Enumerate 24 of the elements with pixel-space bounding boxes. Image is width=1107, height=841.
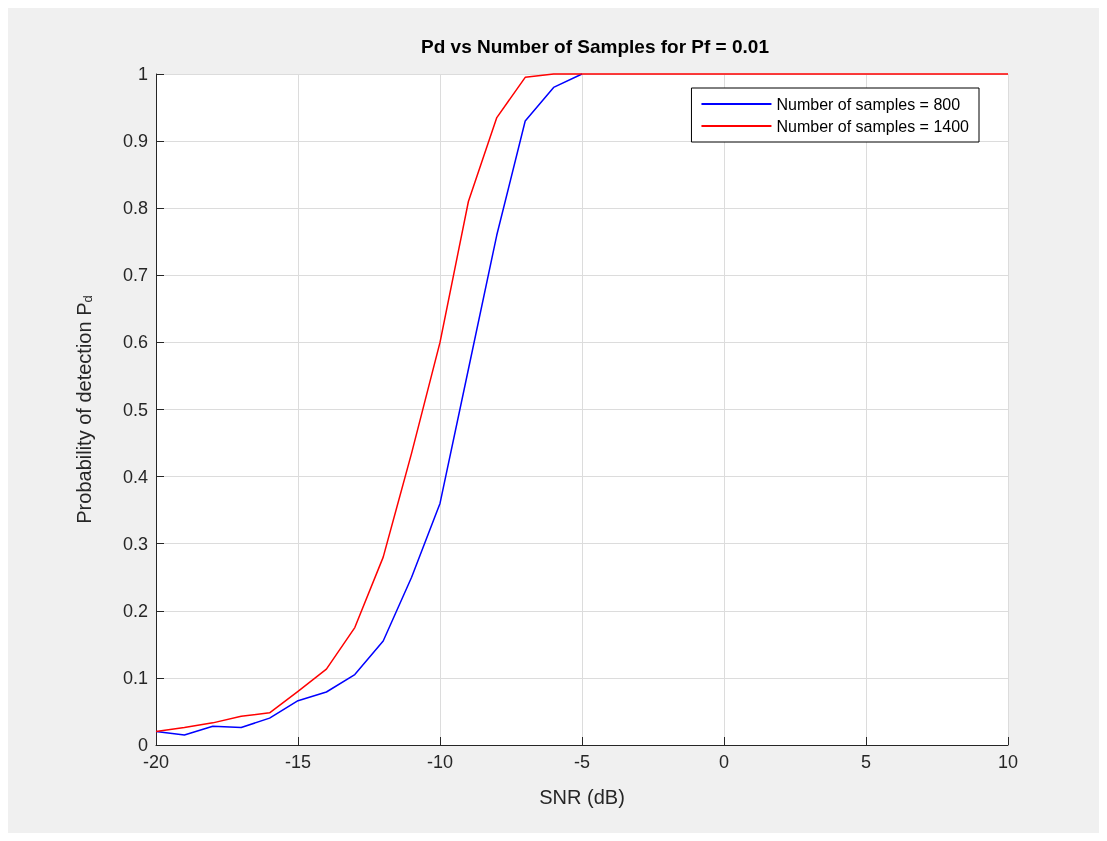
chart-title: Pd vs Number of Samples for Pf = 0.01 (421, 36, 770, 57)
y-tick-label: 1 (137, 64, 148, 84)
x-tick-label: 0 (718, 752, 730, 772)
y-tick-label: 0.4 (122, 466, 148, 487)
y-tick-label: 0.6 (122, 332, 148, 353)
y-axis-title: Probability of detection Pd (72, 295, 95, 524)
x-tick-label: -15 (284, 752, 312, 772)
y-tick-label: 0.1 (122, 667, 148, 688)
x-tick-label: -20 (142, 752, 170, 772)
y-tick-label: 0.8 (122, 198, 148, 219)
y-tick-label: 0.3 (122, 533, 148, 554)
x-tick-label: 10 (997, 752, 1019, 772)
y-tick-label: 0.9 (122, 131, 148, 152)
y-tick-label: 0 (137, 735, 148, 755)
y-tick-label: 0.7 (122, 265, 148, 286)
x-axis-title: SNR (dB) (539, 786, 625, 808)
x-tick-label: 5 (860, 752, 872, 772)
line-series (155, 73, 583, 736)
legend-label: Number of samples = 1400 (776, 117, 970, 135)
x-tick-label: -10 (426, 752, 454, 772)
y-tick-label: 0.2 (122, 600, 148, 621)
y-tick-label: 0.5 (122, 399, 148, 420)
x-tick-label: -5 (573, 752, 591, 772)
legend-label: Number of samples = 800 (776, 95, 961, 113)
